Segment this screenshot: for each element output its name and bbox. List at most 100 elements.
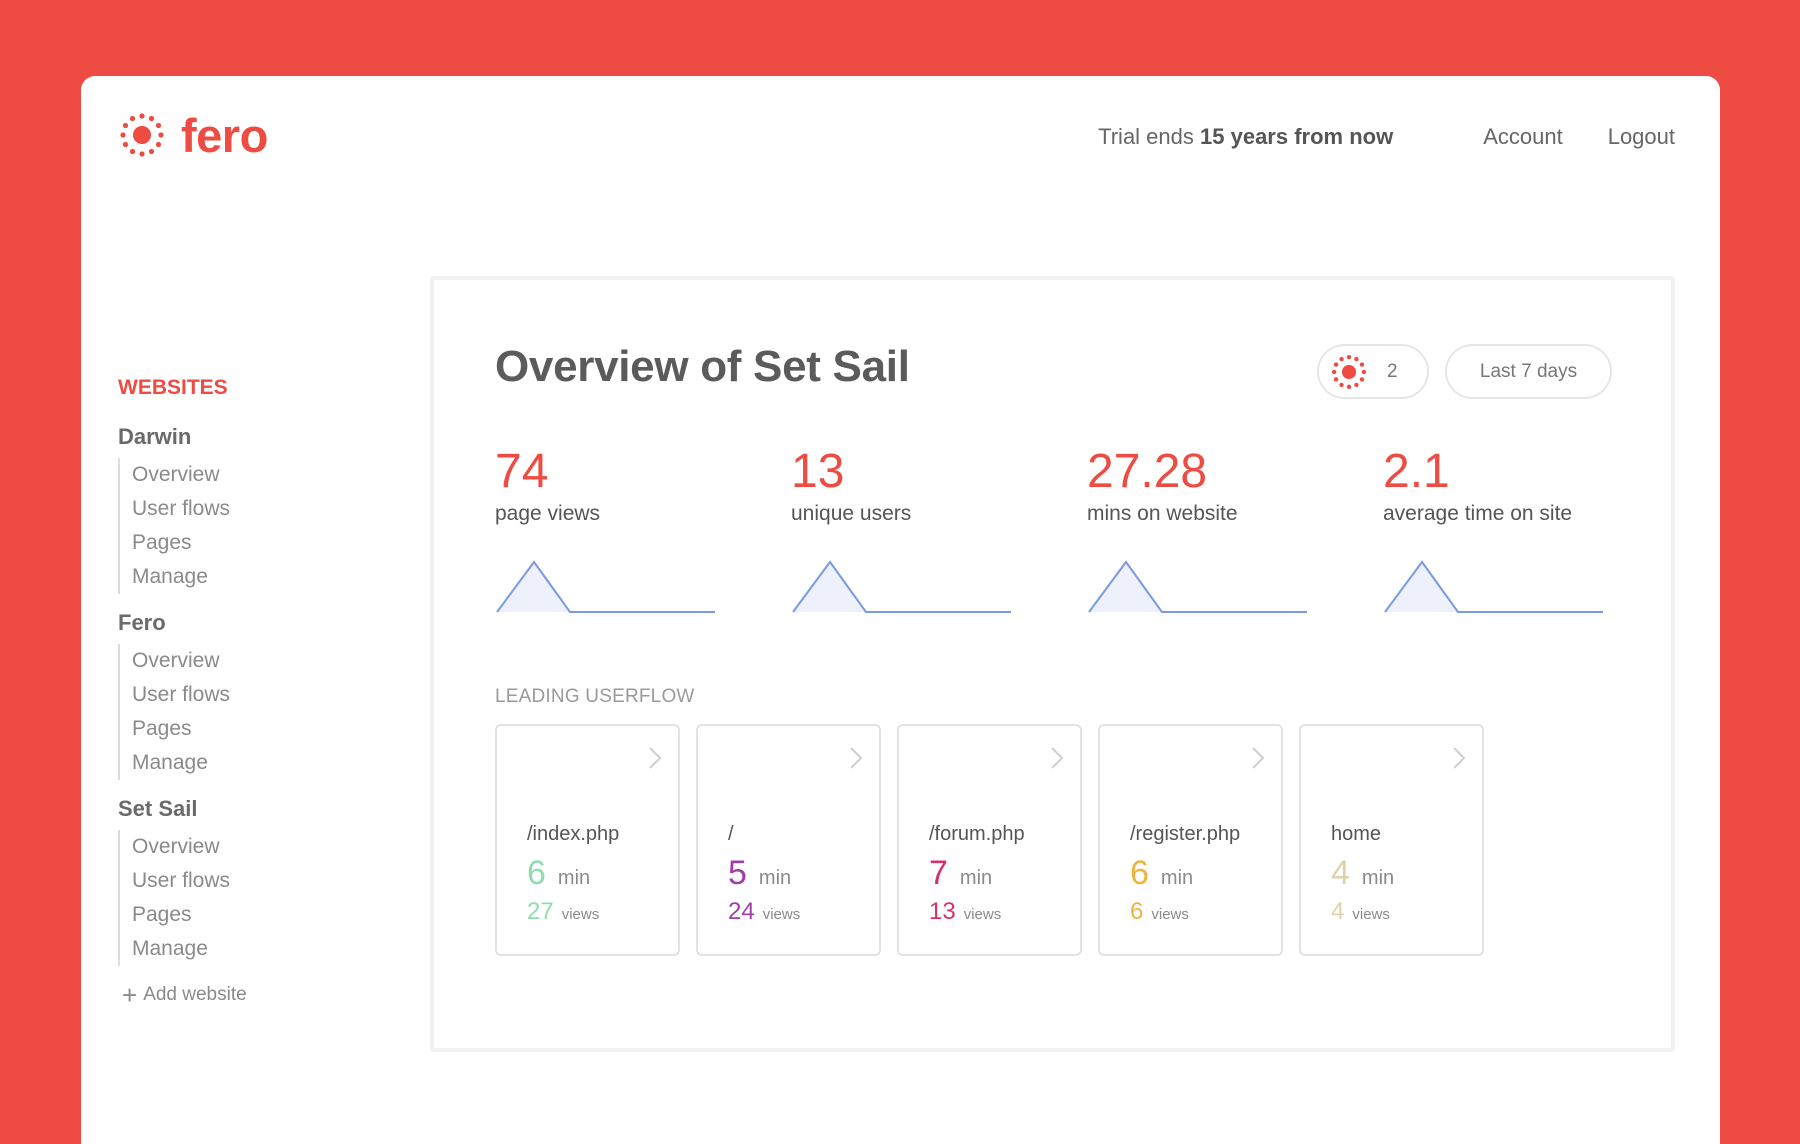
minutes-unit: min (557, 867, 591, 889)
page-views-sparkline (496, 560, 715, 613)
sidebar-item-overview[interactable]: Overview (132, 463, 220, 486)
site-links-darwin: Overview User flows Pages Manage (118, 458, 378, 594)
minutes-value: 6 (527, 854, 546, 892)
live-visitor-count: 2 (1387, 360, 1398, 382)
userflow-card[interactable]: /register.php 6 min 6 views (1098, 724, 1283, 956)
account-link[interactable]: Account (1483, 124, 1563, 149)
stat-value: 13 (791, 445, 845, 498)
views-value: 6 (1130, 898, 1144, 925)
stat-unique-users: 13 unique users (791, 448, 1011, 526)
sidebar-item-user-flows[interactable]: User flows (132, 683, 231, 706)
userflow-card[interactable]: / 5 min 24 views (696, 724, 881, 956)
average-time-sparkline (1384, 560, 1603, 613)
minutes-value: 6 (1130, 854, 1149, 892)
sidebar: WEBSITES Darwin Overview User flows Page… (118, 376, 378, 1008)
mins-on-website-sparkline (1088, 560, 1307, 613)
sidebar-item-pages[interactable]: Pages (132, 531, 192, 554)
sidebar-item-pages[interactable]: Pages (132, 717, 192, 740)
sidebar-item-user-flows[interactable]: User flows (132, 497, 231, 520)
userflow-views: 24 views (728, 900, 800, 924)
userflow-views: 27 views (527, 900, 599, 924)
userflow-card[interactable]: /index.php 6 min 27 views (495, 724, 680, 956)
sidebar-item-overview[interactable]: Overview (132, 649, 220, 672)
userflow-minutes: 6 min (527, 856, 590, 890)
sidebar-item-user-flows[interactable]: User flows (132, 869, 231, 892)
userflow-views: 4 views (1331, 900, 1390, 924)
plus-icon: + (122, 980, 138, 1010)
views-unit: views (1151, 906, 1189, 923)
site-name-fero[interactable]: Fero (118, 610, 166, 635)
site-group-fero: Fero Overview User flows Pages Manage (118, 610, 378, 780)
userflow-minutes: 4 min (1331, 856, 1394, 890)
stat-mins-on-website: 27.28 mins on website (1087, 448, 1307, 526)
logo[interactable]: fero (119, 110, 268, 160)
date-range-label: Last 7 days (1479, 360, 1578, 382)
site-group-set-sail: Set Sail Overview User flows Pages Manag… (118, 796, 378, 966)
chevron-right-icon (649, 747, 662, 769)
chevron-right-icon (850, 747, 863, 769)
overview-panel: Overview of Set Sail 2 Last 7 days (430, 276, 1675, 1052)
site-name-set-sail[interactable]: Set Sail (118, 796, 198, 821)
trial-status: Trial ends 15 years from now (1098, 124, 1393, 150)
minutes-unit: min (959, 867, 993, 889)
stat-label: page views (495, 502, 601, 525)
trial-remaining: 15 years from now (1200, 124, 1394, 149)
userflow-minutes: 7 min (929, 856, 992, 890)
stat-value: 74 (495, 445, 549, 498)
add-website-button[interactable]: + Add website (118, 982, 378, 1008)
add-website-label: Add website (143, 984, 247, 1005)
stat-value: 27.28 (1087, 445, 1208, 498)
trial-prefix: Trial ends (1098, 124, 1194, 149)
stat-value: 2.1 (1383, 445, 1450, 498)
stat-page-views: 74 page views (495, 448, 715, 526)
userflow-minutes: 6 min (1130, 856, 1193, 890)
chevron-right-icon (1051, 747, 1064, 769)
views-unit: views (963, 906, 1002, 923)
minutes-unit: min (1160, 867, 1194, 889)
chevron-right-icon (1453, 747, 1466, 769)
views-value: 24 (728, 898, 755, 925)
page-title: Overview of Set Sail (495, 342, 910, 391)
app-window: fero Trial ends 15 years from now Accoun… (81, 76, 1720, 1144)
stat-label: unique users (791, 502, 912, 525)
userflow-card[interactable]: home 4 min 4 views (1299, 724, 1484, 956)
stat-average-time: 2.1 average time on site (1383, 448, 1603, 526)
top-nav: Trial ends 15 years from now Account Log… (1098, 124, 1675, 150)
userflow-path: home (1331, 823, 1382, 845)
userflow-path: /register.php (1130, 823, 1241, 845)
views-unit: views (1352, 906, 1390, 923)
userflow-path: / (728, 823, 734, 845)
site-links-fero: Overview User flows Pages Manage (118, 644, 378, 780)
sidebar-item-manage[interactable]: Manage (132, 751, 208, 774)
views-unit: views (762, 906, 801, 923)
views-value: 27 (527, 898, 554, 925)
userflow-path: /forum.php (929, 823, 1025, 845)
minutes-value: 5 (728, 854, 747, 892)
chevron-right-icon (1252, 747, 1265, 769)
site-group-darwin: Darwin Overview User flows Pages Manage (118, 424, 378, 594)
stat-label: average time on site (1383, 502, 1573, 525)
sidebar-item-overview[interactable]: Overview (132, 835, 220, 858)
date-range-button[interactable]: Last 7 days (1445, 344, 1612, 399)
views-value: 4 (1331, 898, 1345, 925)
views-unit: views (561, 906, 600, 923)
userflow-minutes: 5 min (728, 856, 791, 890)
sidebar-item-manage[interactable]: Manage (132, 565, 208, 588)
userflow-views: 13 views (929, 900, 1001, 924)
unique-users-sparkline (792, 560, 1011, 613)
fero-logo-icon (120, 113, 164, 157)
site-name-darwin[interactable]: Darwin (118, 424, 192, 449)
views-value: 13 (929, 898, 956, 925)
minutes-value: 7 (929, 854, 948, 892)
live-visitors-button[interactable]: 2 (1317, 344, 1429, 399)
sidebar-item-pages[interactable]: Pages (132, 903, 192, 926)
userflow-path: /index.php (527, 823, 620, 845)
stat-label: mins on website (1087, 502, 1238, 525)
site-links-set-sail: Overview User flows Pages Manage (118, 830, 378, 966)
live-visitors-icon (1331, 354, 1367, 389)
userflow-card[interactable]: /forum.php 7 min 13 views (897, 724, 1082, 956)
sidebar-item-manage[interactable]: Manage (132, 937, 208, 960)
minutes-value: 4 (1331, 854, 1350, 892)
logout-link[interactable]: Logout (1607, 124, 1675, 149)
userflow-views: 6 views (1130, 900, 1189, 924)
